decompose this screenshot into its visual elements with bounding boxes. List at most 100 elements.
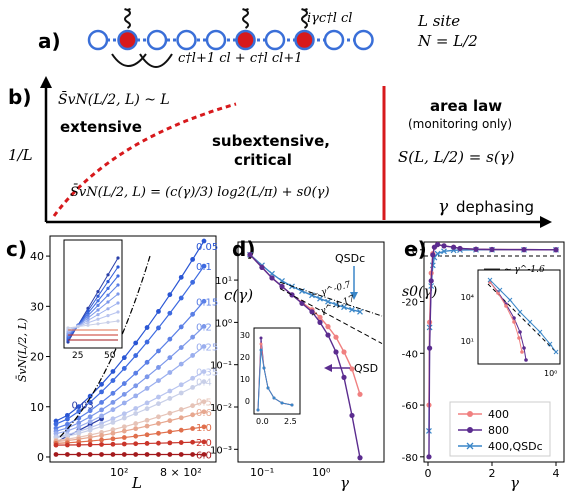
panel-d-inset-series — [256, 336, 294, 412]
panel-e-label: e) — [404, 237, 427, 261]
measurement-wiggle — [124, 8, 131, 29]
reference-curve — [59, 255, 151, 438]
slope-guide-2 — [279, 288, 383, 344]
data-point — [309, 292, 315, 299]
series-label: 6.0 — [196, 450, 212, 461]
data-point — [156, 348, 161, 354]
panel-d-ylabel: c(γ) — [224, 286, 253, 304]
inset-point — [259, 348, 263, 352]
data-point — [144, 441, 150, 446]
data-point — [87, 419, 93, 425]
data-point — [156, 440, 161, 446]
inset-point — [116, 301, 120, 305]
panel-e-inset — [477, 269, 561, 365]
panel-a-label: a) — [38, 29, 61, 53]
data-point — [87, 408, 93, 414]
data-point — [427, 345, 433, 351]
data-point — [144, 374, 150, 380]
data-point — [441, 243, 447, 249]
data-point — [317, 314, 323, 320]
inset-point — [106, 286, 110, 290]
data-point — [121, 441, 127, 447]
data-point — [201, 409, 207, 415]
ytick-label: 20 — [30, 351, 44, 364]
data-point — [53, 452, 59, 457]
data-point — [167, 452, 173, 457]
panel-d-inset-xtick-1: 2.5 — [284, 417, 297, 426]
panel-e-xticks: 0 2 4 — [425, 462, 560, 480]
data-point — [110, 369, 116, 374]
data-point — [133, 340, 139, 346]
data-point — [110, 416, 116, 422]
inset-point — [106, 293, 110, 297]
data-point — [349, 412, 355, 419]
panel-e-inset-ytick-1: 10¹ — [461, 337, 474, 346]
inset-line — [67, 320, 119, 329]
inset-point — [527, 319, 533, 325]
panel-c-inset-xtick-0: 25 — [72, 351, 83, 361]
panel-d-xtick-1: 10⁰ — [312, 466, 331, 479]
data-point — [99, 407, 104, 413]
data-point — [156, 378, 161, 384]
data-point — [190, 452, 196, 457]
inset-point — [106, 300, 110, 304]
panel-d-inset-ytick-1: 10 — [240, 375, 250, 384]
data-point — [110, 436, 116, 442]
ytick-label: -20 — [402, 298, 418, 309]
inset-point — [512, 320, 516, 324]
series-label: 0.5 — [196, 398, 212, 409]
inset-point — [86, 318, 90, 322]
data-point — [333, 349, 339, 355]
data-point — [190, 334, 196, 340]
dephasing-symbol: γ — [438, 197, 449, 217]
inset-point — [280, 401, 284, 405]
data-point — [133, 370, 139, 376]
data-point — [201, 439, 207, 445]
dephasing-label: dephasing — [456, 198, 534, 216]
panel-c-inset-xtick-1: 50 — [104, 351, 116, 361]
data-point — [99, 452, 104, 457]
data-point — [99, 381, 104, 387]
legend-marker — [466, 442, 474, 450]
data-point — [451, 244, 457, 250]
data-point — [121, 428, 127, 434]
panel-c-label: c) — [6, 237, 27, 261]
data-point — [167, 310, 173, 316]
panel-e-inset-ytick-0: 10⁴ — [461, 293, 474, 302]
data-point — [144, 386, 150, 391]
data-point — [87, 435, 93, 440]
inset-point — [96, 290, 100, 294]
panel-b: b) 1/L γ dephasing S̄vN(L/2, L) ~ L exte… — [8, 76, 552, 228]
area-law-label: area law — [430, 97, 502, 115]
critical-label: critical — [234, 151, 292, 169]
data-point — [489, 246, 495, 253]
inset-point — [259, 342, 263, 346]
data-point — [333, 301, 339, 308]
inset-point — [96, 294, 100, 298]
panel-c-xtick-0: 10² — [110, 466, 128, 479]
data-point — [133, 383, 139, 389]
data-point — [190, 403, 196, 409]
inset-point — [517, 309, 523, 315]
data-point — [317, 295, 323, 302]
lattice-site — [87, 29, 109, 51]
ytick-label: -40 — [402, 349, 418, 360]
data-point — [434, 250, 441, 257]
series-label: 0.05 — [196, 242, 218, 253]
inset-point — [86, 323, 90, 327]
data-point — [247, 252, 253, 258]
data-point — [178, 382, 184, 388]
inset-point — [537, 329, 543, 335]
data-point — [133, 433, 139, 439]
filling-text: N = L/2 — [417, 32, 478, 50]
data-point — [473, 246, 479, 252]
data-point — [309, 309, 315, 315]
inset-point — [259, 336, 263, 340]
data-point — [317, 319, 323, 325]
data-point — [121, 435, 127, 440]
panel-b-label: b) — [8, 85, 31, 109]
panel-c-series — [53, 238, 207, 457]
data-point — [341, 349, 347, 355]
data-point — [357, 308, 363, 315]
